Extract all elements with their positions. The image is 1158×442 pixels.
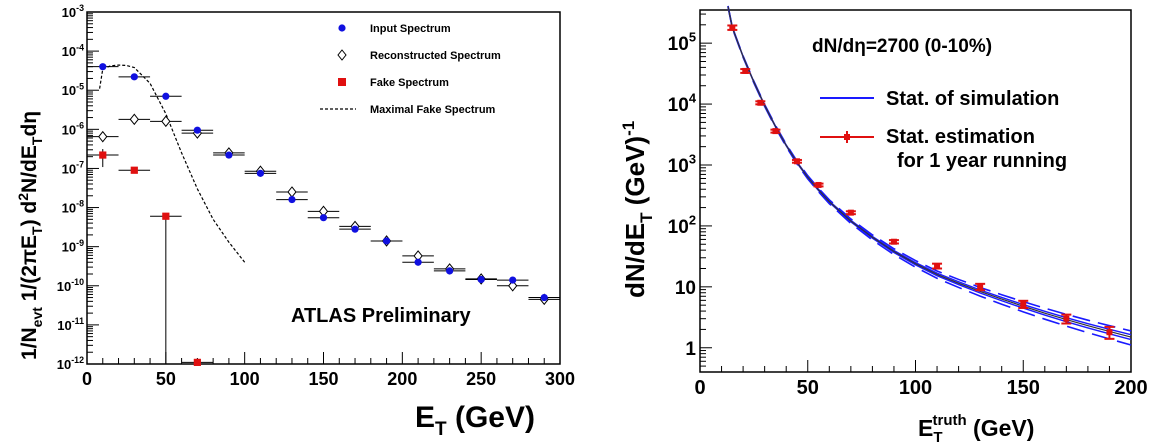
estimation-point xyxy=(729,24,736,31)
estimation-point xyxy=(757,99,764,106)
left-y-axis-label: 1/Nevt 1/(2πET) d2N/dETdη xyxy=(15,111,45,360)
left-x-tick-label: 100 xyxy=(230,369,260,389)
estimation-point xyxy=(847,209,854,216)
estimation-point xyxy=(815,181,822,188)
reconstructed-point xyxy=(98,130,108,143)
right-x-tick-label: 200 xyxy=(1114,377,1147,399)
estimation-point xyxy=(772,128,779,135)
left-y-label-text: 1/Nevt 1/(2πET) d2N/dETdη xyxy=(15,111,45,360)
legend-label: Maximal Fake Spectrum xyxy=(370,104,496,116)
left-x-tick-label: 300 xyxy=(545,369,575,389)
left-ticks: 0 50 100 150 200 250 300 10-12 10-11 10-10 10-9 10-… xyxy=(57,3,575,389)
left-marks xyxy=(87,63,560,366)
input-point xyxy=(414,258,422,266)
right-y-tick-label: 104 xyxy=(668,91,697,117)
input-point xyxy=(540,293,548,302)
left-annotation: ATLAS Preliminary xyxy=(291,305,472,327)
left-y-tick-label: 10-4 xyxy=(62,42,84,59)
input-point xyxy=(130,73,138,81)
input-point xyxy=(477,275,485,284)
right-x-axis-label: ETtruth (GeV) xyxy=(918,412,1034,442)
estimation-point xyxy=(934,262,941,269)
left-y-tick-label: 10-9 xyxy=(62,238,84,255)
left-y-tick-label: 10-12 xyxy=(57,355,84,372)
reconstructed-point xyxy=(508,279,518,292)
input-point xyxy=(193,126,201,134)
right-y-label-text: dN/dET (GeV)-1 xyxy=(619,121,656,298)
input-point xyxy=(256,169,265,177)
legend-simulation-label: Stat. of simulation xyxy=(886,88,1059,110)
maximal-fake-spectrum-curve xyxy=(99,64,246,263)
input-point xyxy=(225,151,233,159)
estimation-point xyxy=(977,283,984,290)
legend-reconstructed-marker xyxy=(337,49,347,61)
legend-input-marker xyxy=(338,24,346,32)
left-x-tick-label: 250 xyxy=(466,369,496,389)
right-chart: 0 50 100 150 200 1 10 102 103 104 105 dN/dη=2700 (… xyxy=(619,5,1148,442)
left-y-tick-label: 10-8 xyxy=(62,199,84,216)
left-x-tick-label: 0 xyxy=(82,369,92,389)
estimation-point xyxy=(890,238,897,245)
reconstructed-point xyxy=(161,115,171,128)
left-y-tick-label: 10-6 xyxy=(62,120,84,137)
left-x-tick-label: 50 xyxy=(156,369,176,389)
right-y-tick-label: 102 xyxy=(668,212,696,238)
right-legend: Stat. of simulation Stat. estimation for 1… xyxy=(820,88,1067,172)
legend-label: Fake Spectrum xyxy=(370,77,449,89)
input-point xyxy=(382,237,391,245)
fake-point xyxy=(130,166,138,174)
input-point xyxy=(162,92,170,100)
right-annotation: dN/dη=2700 (0-10%) xyxy=(812,36,992,57)
estimation-point xyxy=(1020,301,1027,308)
left-x-tick-label: 200 xyxy=(387,369,417,389)
left-y-tick-label: 10-5 xyxy=(62,81,84,98)
input-point xyxy=(351,225,359,233)
right-x-tick-label: 0 xyxy=(694,377,705,399)
left-y-tick-label: 10-3 xyxy=(62,3,84,20)
input-point xyxy=(99,63,107,71)
left-y-tick-label: 10-7 xyxy=(62,160,84,177)
estimation-point xyxy=(1106,329,1113,336)
right-x-tick-label: 50 xyxy=(797,377,819,399)
estimation-point xyxy=(793,158,800,165)
right-y-tick-label: 105 xyxy=(668,30,696,56)
fake-point xyxy=(162,212,170,220)
estimation-point xyxy=(1063,315,1070,322)
estimation-point xyxy=(742,67,749,74)
input-point xyxy=(288,195,296,204)
right-y-tick-label: 103 xyxy=(668,151,696,177)
fake-point xyxy=(193,358,201,366)
reconstructed-point xyxy=(129,113,139,126)
simulation-lower-band xyxy=(727,6,1132,346)
right-x-tick-label: 100 xyxy=(899,377,932,399)
input-point xyxy=(509,276,517,284)
legend-estimation-marker xyxy=(844,134,850,140)
right-x-label-text: ETtruth (GeV) xyxy=(918,412,1034,442)
legend-fake-marker xyxy=(338,78,346,86)
fake-point xyxy=(99,151,107,159)
left-x-tick-label: 150 xyxy=(308,369,338,389)
right-y-axis-label: dN/dET (GeV)-1 xyxy=(619,121,656,298)
left-y-tick-label: 10-11 xyxy=(57,316,84,333)
right-marks xyxy=(727,5,1132,346)
left-y-tick-label: 10-10 xyxy=(57,277,84,294)
right-x-tick-label: 150 xyxy=(1007,377,1040,399)
central-curve xyxy=(727,6,1132,338)
reconstructed-point xyxy=(287,186,297,198)
input-point xyxy=(446,267,454,275)
left-legend: Input Spectrum Reconstructed Spectrum Fake… xyxy=(320,23,501,116)
legend-label: Reconstructed Spectrum xyxy=(370,50,501,62)
input-point xyxy=(319,214,328,222)
legend-estimation-label: Stat. estimation for 1 year running xyxy=(886,126,1067,172)
right-y-tick-label: 10 xyxy=(675,278,696,299)
right-y-tick-label: 1 xyxy=(685,339,696,360)
left-x-label-text: ET (GeV) xyxy=(415,401,535,440)
left-x-axis-label: ET (GeV) xyxy=(415,401,535,440)
legend-label: Input Spectrum xyxy=(370,23,451,35)
right-ticks: 0 50 100 150 200 1 10 102 103 104 105 xyxy=(668,13,1148,399)
left-chart: 0 50 100 150 200 250 300 10-12 10-11 10-10 10-9 10-… xyxy=(15,3,575,440)
